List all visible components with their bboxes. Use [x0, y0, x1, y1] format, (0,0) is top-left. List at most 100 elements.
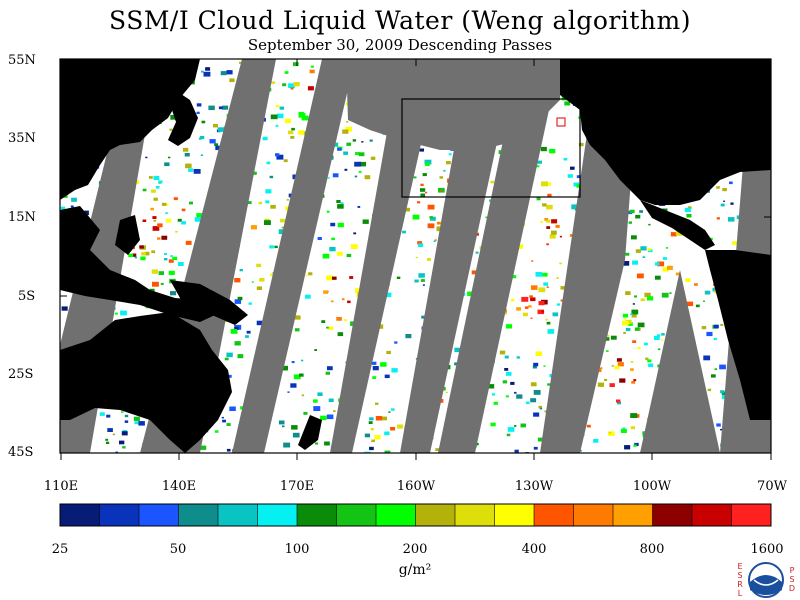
cloud-pixel	[647, 359, 652, 363]
cloud-pixel	[440, 190, 443, 192]
cloud-pixel	[291, 127, 295, 131]
cloud-pixel	[510, 381, 515, 385]
cloud-pixel	[359, 161, 366, 167]
cloud-pixel	[121, 431, 128, 436]
cloud-pixel	[352, 139, 357, 142]
cloud-pixel	[475, 442, 479, 446]
cloud-pixel	[604, 378, 608, 381]
cloud-pixel	[280, 218, 286, 223]
cloud-pixel	[511, 275, 517, 279]
cloud-pixel	[631, 314, 637, 318]
cloud-pixel	[600, 367, 603, 369]
cloud-pixel	[645, 357, 649, 360]
cloud-pixel	[258, 201, 262, 205]
cloud-pixel	[546, 243, 549, 246]
cloud-pixel	[337, 332, 344, 337]
cloud-pixel	[570, 166, 575, 170]
cloud-pixel	[140, 256, 146, 261]
cloud-pixel	[279, 106, 285, 110]
cloud-pixel	[514, 425, 517, 427]
cloud-pixel	[346, 253, 352, 258]
cloud-pixel	[654, 262, 660, 266]
cloud-pixel	[704, 290, 711, 295]
cloud-pixel	[538, 301, 545, 306]
cloud-pixel	[201, 120, 206, 124]
cloud-pixel	[505, 324, 513, 329]
cloud-pixel	[528, 305, 532, 308]
cloud-pixel	[539, 407, 543, 410]
cloud-pixel	[610, 335, 617, 340]
cloud-pixel	[157, 237, 161, 240]
cloud-pixel	[533, 362, 539, 367]
cloud-pixel	[372, 366, 379, 371]
cloud-pixel	[177, 262, 184, 266]
cloud-pixel	[433, 240, 436, 242]
cloud-pixel	[394, 341, 398, 344]
cloud-pixel	[487, 384, 495, 389]
cloud-pixel	[152, 281, 159, 287]
cloud-pixel	[504, 368, 509, 371]
cloud-pixel	[234, 299, 242, 304]
cloud-pixel	[153, 197, 158, 201]
colorbar-label-50: 50	[169, 542, 187, 557]
cloud-pixel	[417, 241, 423, 245]
cloud-pixel	[604, 337, 610, 341]
cloud-pixel	[629, 209, 635, 214]
colorbar-swatch	[415, 504, 456, 526]
cloud-pixel	[414, 279, 419, 283]
cloud-pixel	[424, 159, 432, 165]
cloud-pixel	[563, 157, 568, 161]
cloud-pixel	[608, 431, 612, 434]
lon-label-100w: 100W	[632, 479, 672, 494]
cloud-pixel	[420, 279, 425, 282]
cloud-pixel	[161, 202, 167, 206]
cloud-pixel	[165, 212, 168, 214]
colorbar-swatch	[99, 504, 140, 526]
cloud-pixel	[227, 374, 232, 378]
cloud-pixel	[293, 374, 301, 380]
cloud-pixel	[541, 181, 548, 187]
cloud-pixel	[344, 168, 348, 171]
cloud-pixel	[138, 421, 145, 426]
cloud-pixel	[141, 252, 146, 256]
cloud-pixel	[630, 313, 633, 316]
cloud-pixel	[405, 334, 412, 339]
cloud-pixel	[322, 253, 330, 259]
cloud-pixel	[214, 430, 219, 433]
cloud-pixel	[544, 218, 549, 221]
cloud-pixel	[436, 221, 441, 225]
cloud-pixel	[524, 306, 529, 309]
cloud-pixel	[549, 234, 556, 239]
cloud-pixel	[625, 291, 631, 295]
cloud-pixel	[439, 176, 444, 179]
cloud-pixel	[324, 441, 330, 446]
cloud-pixel	[346, 121, 349, 123]
cloud-pixel	[327, 366, 333, 371]
colorbar-units: g/m²	[398, 562, 432, 578]
cloud-pixel	[168, 156, 171, 159]
cloud-pixel	[71, 197, 77, 202]
colorbar-swatch	[731, 504, 772, 526]
cloud-pixel	[350, 244, 358, 249]
cloud-pixel	[556, 303, 561, 306]
cloud-pixel	[709, 237, 713, 241]
cloud-pixel	[369, 139, 373, 142]
colorbar-label-800: 800	[639, 542, 665, 557]
cloud-pixel	[540, 146, 547, 152]
colorbar-swatch	[494, 504, 535, 526]
cloud-pixel	[291, 361, 295, 364]
cloud-pixel	[490, 180, 495, 184]
cloud-pixel	[262, 136, 268, 141]
map-subtitle: September 30, 2009 Descending Passes	[247, 36, 553, 54]
cloud-pixel	[246, 330, 251, 334]
cloud-pixel	[630, 368, 634, 371]
cloud-pixel	[105, 438, 109, 441]
cloud-pixel	[542, 272, 548, 277]
cloud-pixel	[106, 441, 110, 444]
cloud-pixel	[448, 153, 452, 156]
cloud-pixel	[364, 175, 371, 180]
cloud-pixel	[139, 245, 144, 249]
cloud-pixel	[415, 256, 418, 259]
cloud-pixel	[164, 162, 170, 167]
cloud-pixel	[198, 137, 202, 140]
